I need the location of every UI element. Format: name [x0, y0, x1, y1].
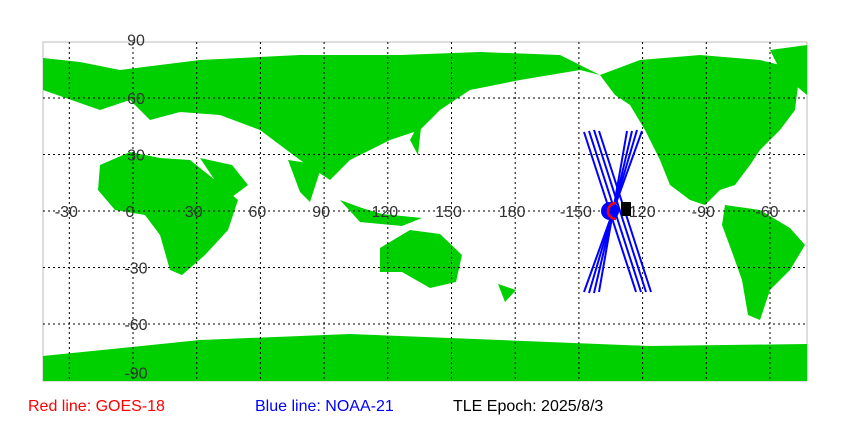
lon-label: -60 — [755, 204, 778, 221]
goes-18-track — [606, 201, 617, 221]
legend-red: Red line: GOES-18 — [28, 398, 165, 415]
land — [43, 45, 807, 381]
eurasia — [43, 52, 600, 180]
legend-blue: Blue line: NOAA-21 — [255, 398, 394, 415]
greenland — [770, 45, 807, 95]
new-zealand — [498, 284, 516, 302]
uk — [118, 78, 132, 100]
graticule — [43, 42, 807, 381]
south-america — [722, 205, 805, 320]
antarctica — [43, 334, 807, 381]
lat-label: -60 — [124, 317, 147, 334]
lon-label: -120 — [624, 204, 656, 221]
arabia — [200, 158, 248, 200]
lat-label: 60 — [127, 91, 145, 108]
north-america — [600, 55, 800, 205]
lon-label: 150 — [435, 204, 462, 221]
lat-label: -90 — [124, 366, 147, 383]
india — [288, 160, 322, 202]
lon-label: 120 — [371, 204, 398, 221]
japan — [410, 118, 422, 155]
lat-label: 90 — [127, 33, 145, 50]
noaa-21-footprint — [601, 202, 619, 220]
lon-label: -30 — [55, 204, 78, 221]
legend-epoch: TLE Epoch: 2025/8/3 — [453, 398, 604, 415]
lon-label: 180 — [499, 204, 526, 221]
lon-label: -90 — [692, 204, 715, 221]
lon-label: 30 — [185, 204, 203, 221]
lon-label: 60 — [249, 204, 267, 221]
lon-label: 90 — [312, 204, 330, 221]
goes-18-marker — [621, 202, 631, 216]
lon-label: 0 — [126, 204, 135, 221]
lat-label: 30 — [127, 148, 145, 165]
lon-label: -150 — [560, 204, 592, 221]
indonesia — [340, 200, 422, 226]
lat-label: -30 — [124, 261, 147, 278]
australia — [380, 230, 462, 288]
